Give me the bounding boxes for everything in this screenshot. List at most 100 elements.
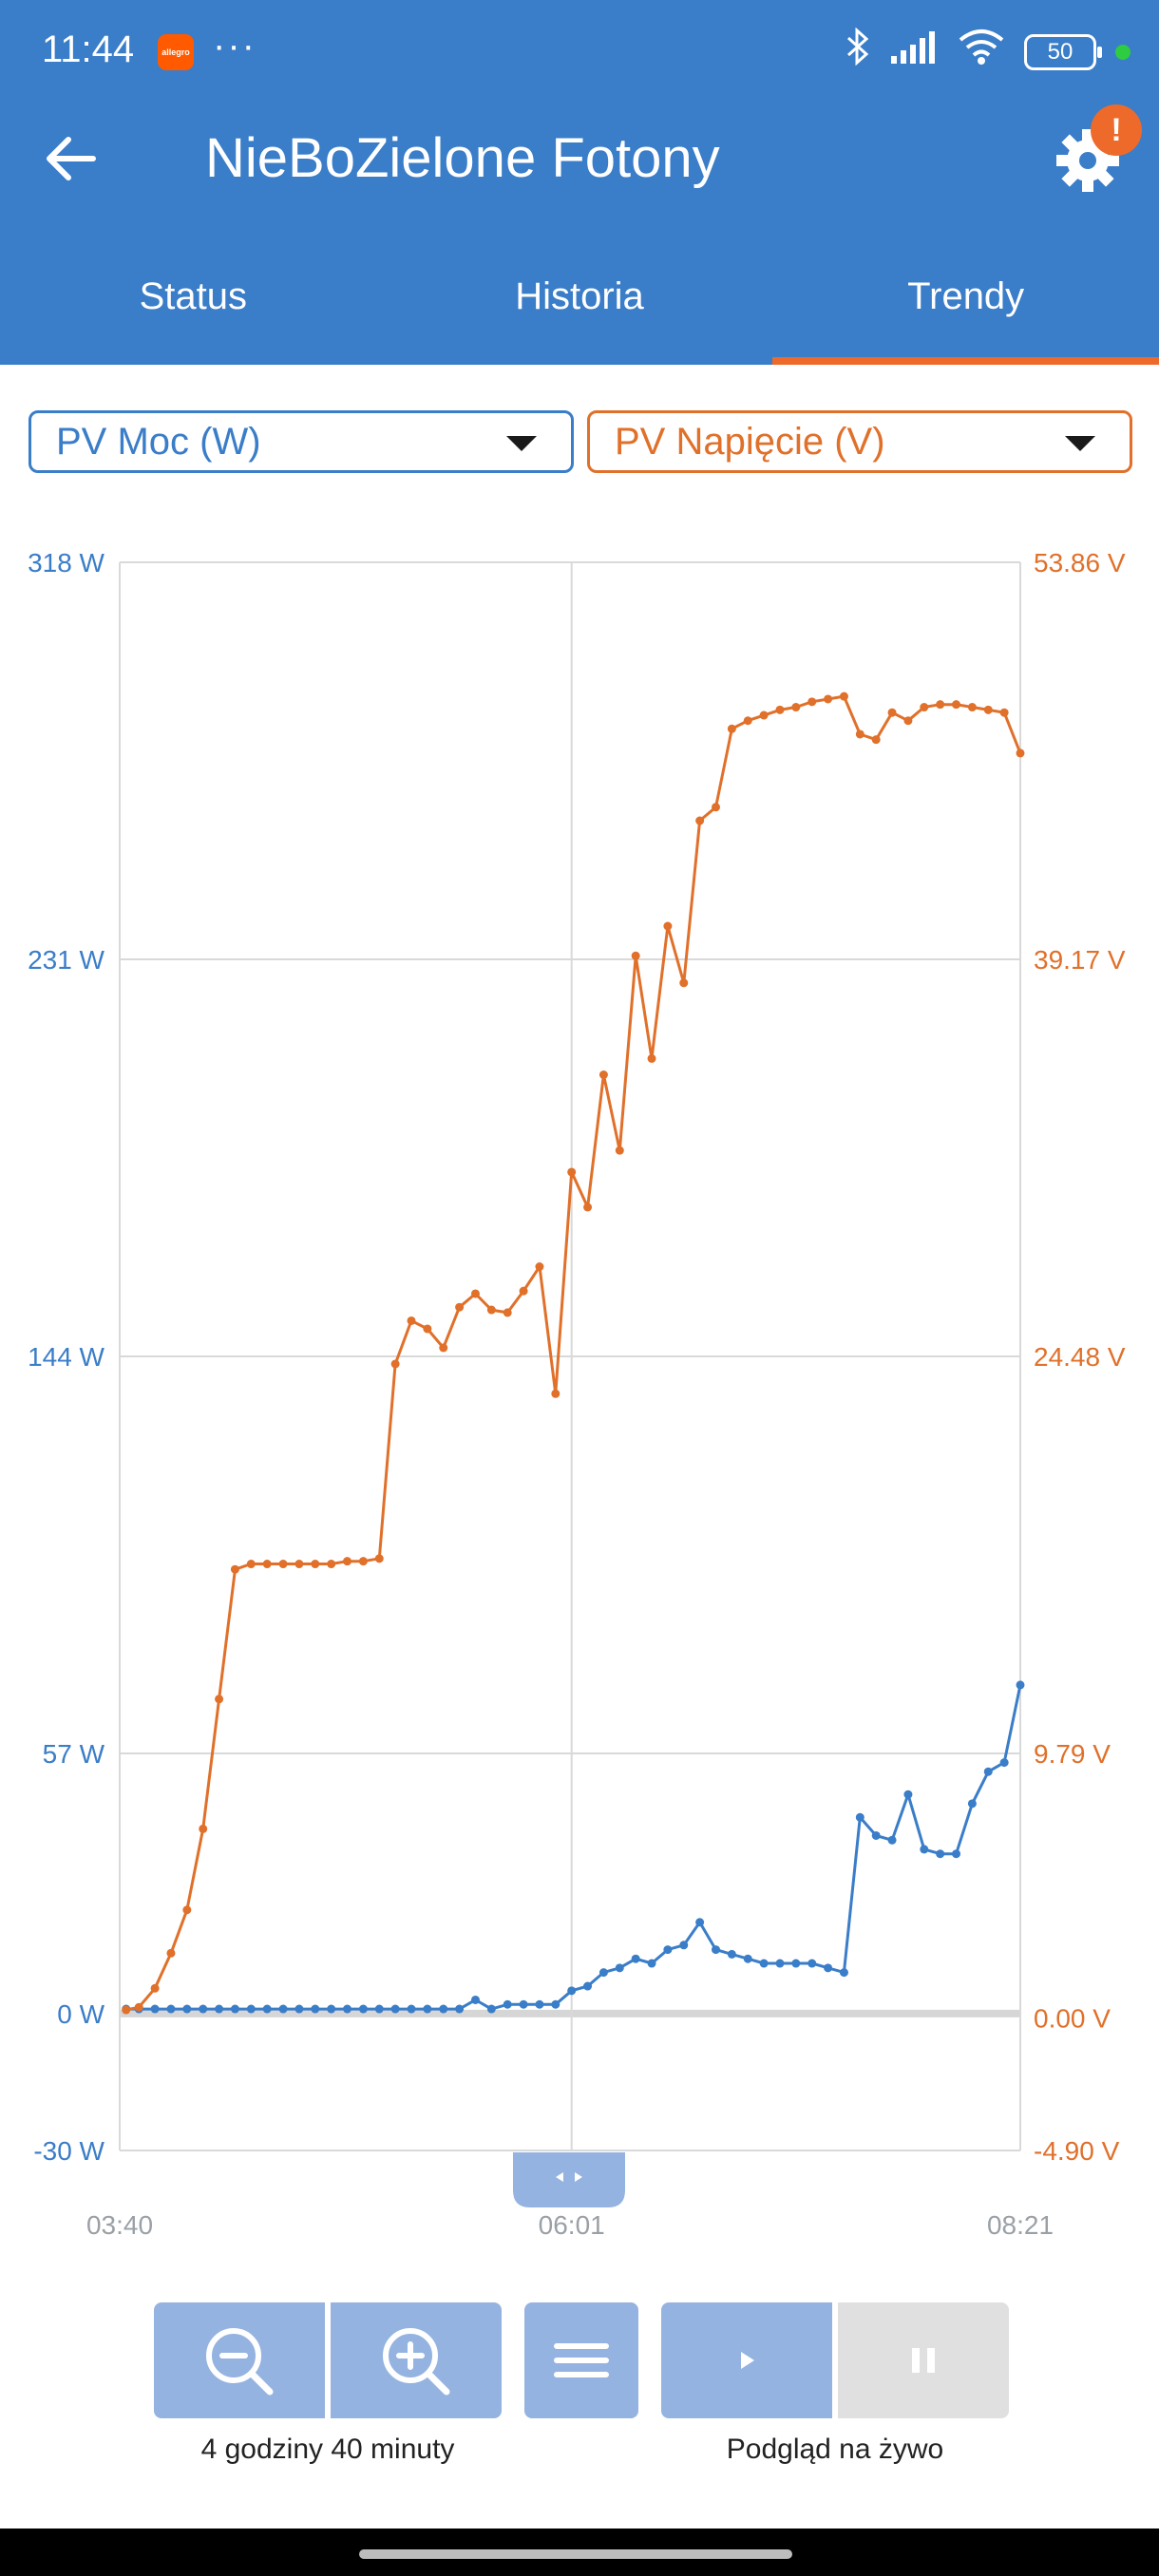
data-point <box>712 1945 721 1955</box>
data-point <box>695 816 705 825</box>
data-point <box>343 1557 352 1566</box>
data-point <box>936 700 945 710</box>
data-point <box>390 1359 400 1369</box>
data-point <box>791 703 801 712</box>
data-point <box>999 1758 1009 1768</box>
data-point <box>983 705 993 714</box>
data-point <box>583 1981 593 1991</box>
data-point <box>855 729 864 739</box>
y-right-tick-label: -4.90 V <box>1034 2136 1120 2166</box>
data-point <box>775 705 785 714</box>
data-point <box>855 1812 864 1822</box>
data-point <box>1016 1680 1025 1690</box>
tab-bar: Status Historia Trendy <box>0 249 1159 365</box>
data-point <box>791 1959 801 1968</box>
x-tick-label: 06:01 <box>539 2210 605 2240</box>
data-point <box>871 735 881 745</box>
data-point <box>920 1845 929 1854</box>
data-point <box>150 1983 160 1993</box>
left-series-value: PV Moc (W) <box>56 421 261 463</box>
data-point <box>679 978 689 988</box>
x-tick-label: 03:40 <box>86 2210 153 2240</box>
data-point <box>503 1999 512 2009</box>
data-point <box>615 1146 624 1155</box>
right-series-value: PV Napięcie (V) <box>615 421 885 463</box>
data-point <box>983 1767 993 1776</box>
data-point <box>262 1560 272 1569</box>
data-point <box>952 1849 961 1859</box>
data-point <box>598 1070 608 1080</box>
wifi-icon <box>958 28 1005 77</box>
data-point <box>294 2004 304 2014</box>
back-button[interactable] <box>38 125 104 192</box>
data-point <box>215 2004 224 2014</box>
gear-icon <box>1056 129 1119 192</box>
tab-trendy[interactable]: Trendy <box>772 249 1159 365</box>
data-point <box>598 1968 608 1978</box>
data-point <box>503 1308 512 1317</box>
play-button[interactable] <box>661 2302 832 2418</box>
menu-button[interactable] <box>524 2302 638 2418</box>
page-title: NieBoZielone Fotony <box>205 127 720 189</box>
data-point <box>327 2004 336 2014</box>
data-point <box>122 2005 131 2015</box>
y-right-tick-label: 53.86 V <box>1034 548 1126 578</box>
data-point <box>358 1557 368 1566</box>
y-right-tick-label: 0.00 V <box>1034 2004 1111 2034</box>
data-point <box>967 703 977 712</box>
y-left-tick-label: 57 W <box>43 1739 105 1769</box>
signal-icon <box>889 28 939 76</box>
data-point <box>535 1999 544 2009</box>
tab-status[interactable]: Status <box>139 275 248 317</box>
data-point <box>647 1959 656 1968</box>
series-line <box>125 694 1022 2012</box>
data-point <box>999 708 1009 717</box>
data-point <box>278 2004 288 2014</box>
data-point <box>294 1560 304 1569</box>
data-point <box>455 1302 465 1312</box>
left-series-select[interactable]: PV Moc (W) <box>28 410 574 473</box>
data-point <box>246 2004 256 2014</box>
data-point <box>631 1954 640 1963</box>
data-point <box>743 1954 752 1963</box>
data-point <box>712 803 721 812</box>
settings-button[interactable] <box>1054 127 1121 194</box>
data-point <box>166 2004 176 2014</box>
pan-handle[interactable] <box>513 2152 625 2207</box>
dropdown-arrow-icon <box>506 436 537 451</box>
data-point <box>470 1995 480 2004</box>
home-indicator[interactable] <box>359 2549 792 2559</box>
data-point <box>679 1941 689 1950</box>
data-point <box>808 697 817 707</box>
data-point <box>407 1316 416 1325</box>
data-point <box>743 716 752 726</box>
data-point <box>327 1560 336 1569</box>
data-point <box>230 2004 239 2014</box>
zoom-in-button[interactable] <box>331 2302 502 2418</box>
trend-chart[interactable]: 318 W 53.86 V 231 W 39.17 V 144 W 24.48 V 57 W… <box>0 532 1159 2261</box>
data-point <box>470 1289 480 1298</box>
zoom-out-button[interactable] <box>154 2302 325 2418</box>
arrow-left-icon <box>556 2172 563 2182</box>
allegro-notification-icon: allegro <box>158 34 194 70</box>
data-point <box>150 2004 160 2014</box>
data-point <box>615 1963 624 1973</box>
data-point <box>519 1999 528 2009</box>
data-point <box>439 2004 448 2014</box>
y-left-tick-label: 144 W <box>28 1342 104 1372</box>
data-point <box>903 716 913 726</box>
data-point <box>215 1695 224 1704</box>
data-point <box>887 1835 897 1845</box>
data-point <box>519 1286 528 1296</box>
data-point <box>920 703 929 712</box>
tab-historia[interactable]: Historia <box>515 275 644 317</box>
data-point <box>486 2004 496 2014</box>
right-series-select[interactable]: PV Napięcie (V) <box>587 410 1132 473</box>
data-point <box>663 921 673 931</box>
y-left-tick-label: 0 W <box>57 1999 104 2029</box>
data-point <box>647 1053 656 1063</box>
zoom-range-label: 4 godziny 40 minuty <box>200 2434 455 2465</box>
alert-badge[interactable]: ! <box>1091 104 1142 156</box>
data-point <box>134 2002 143 2012</box>
